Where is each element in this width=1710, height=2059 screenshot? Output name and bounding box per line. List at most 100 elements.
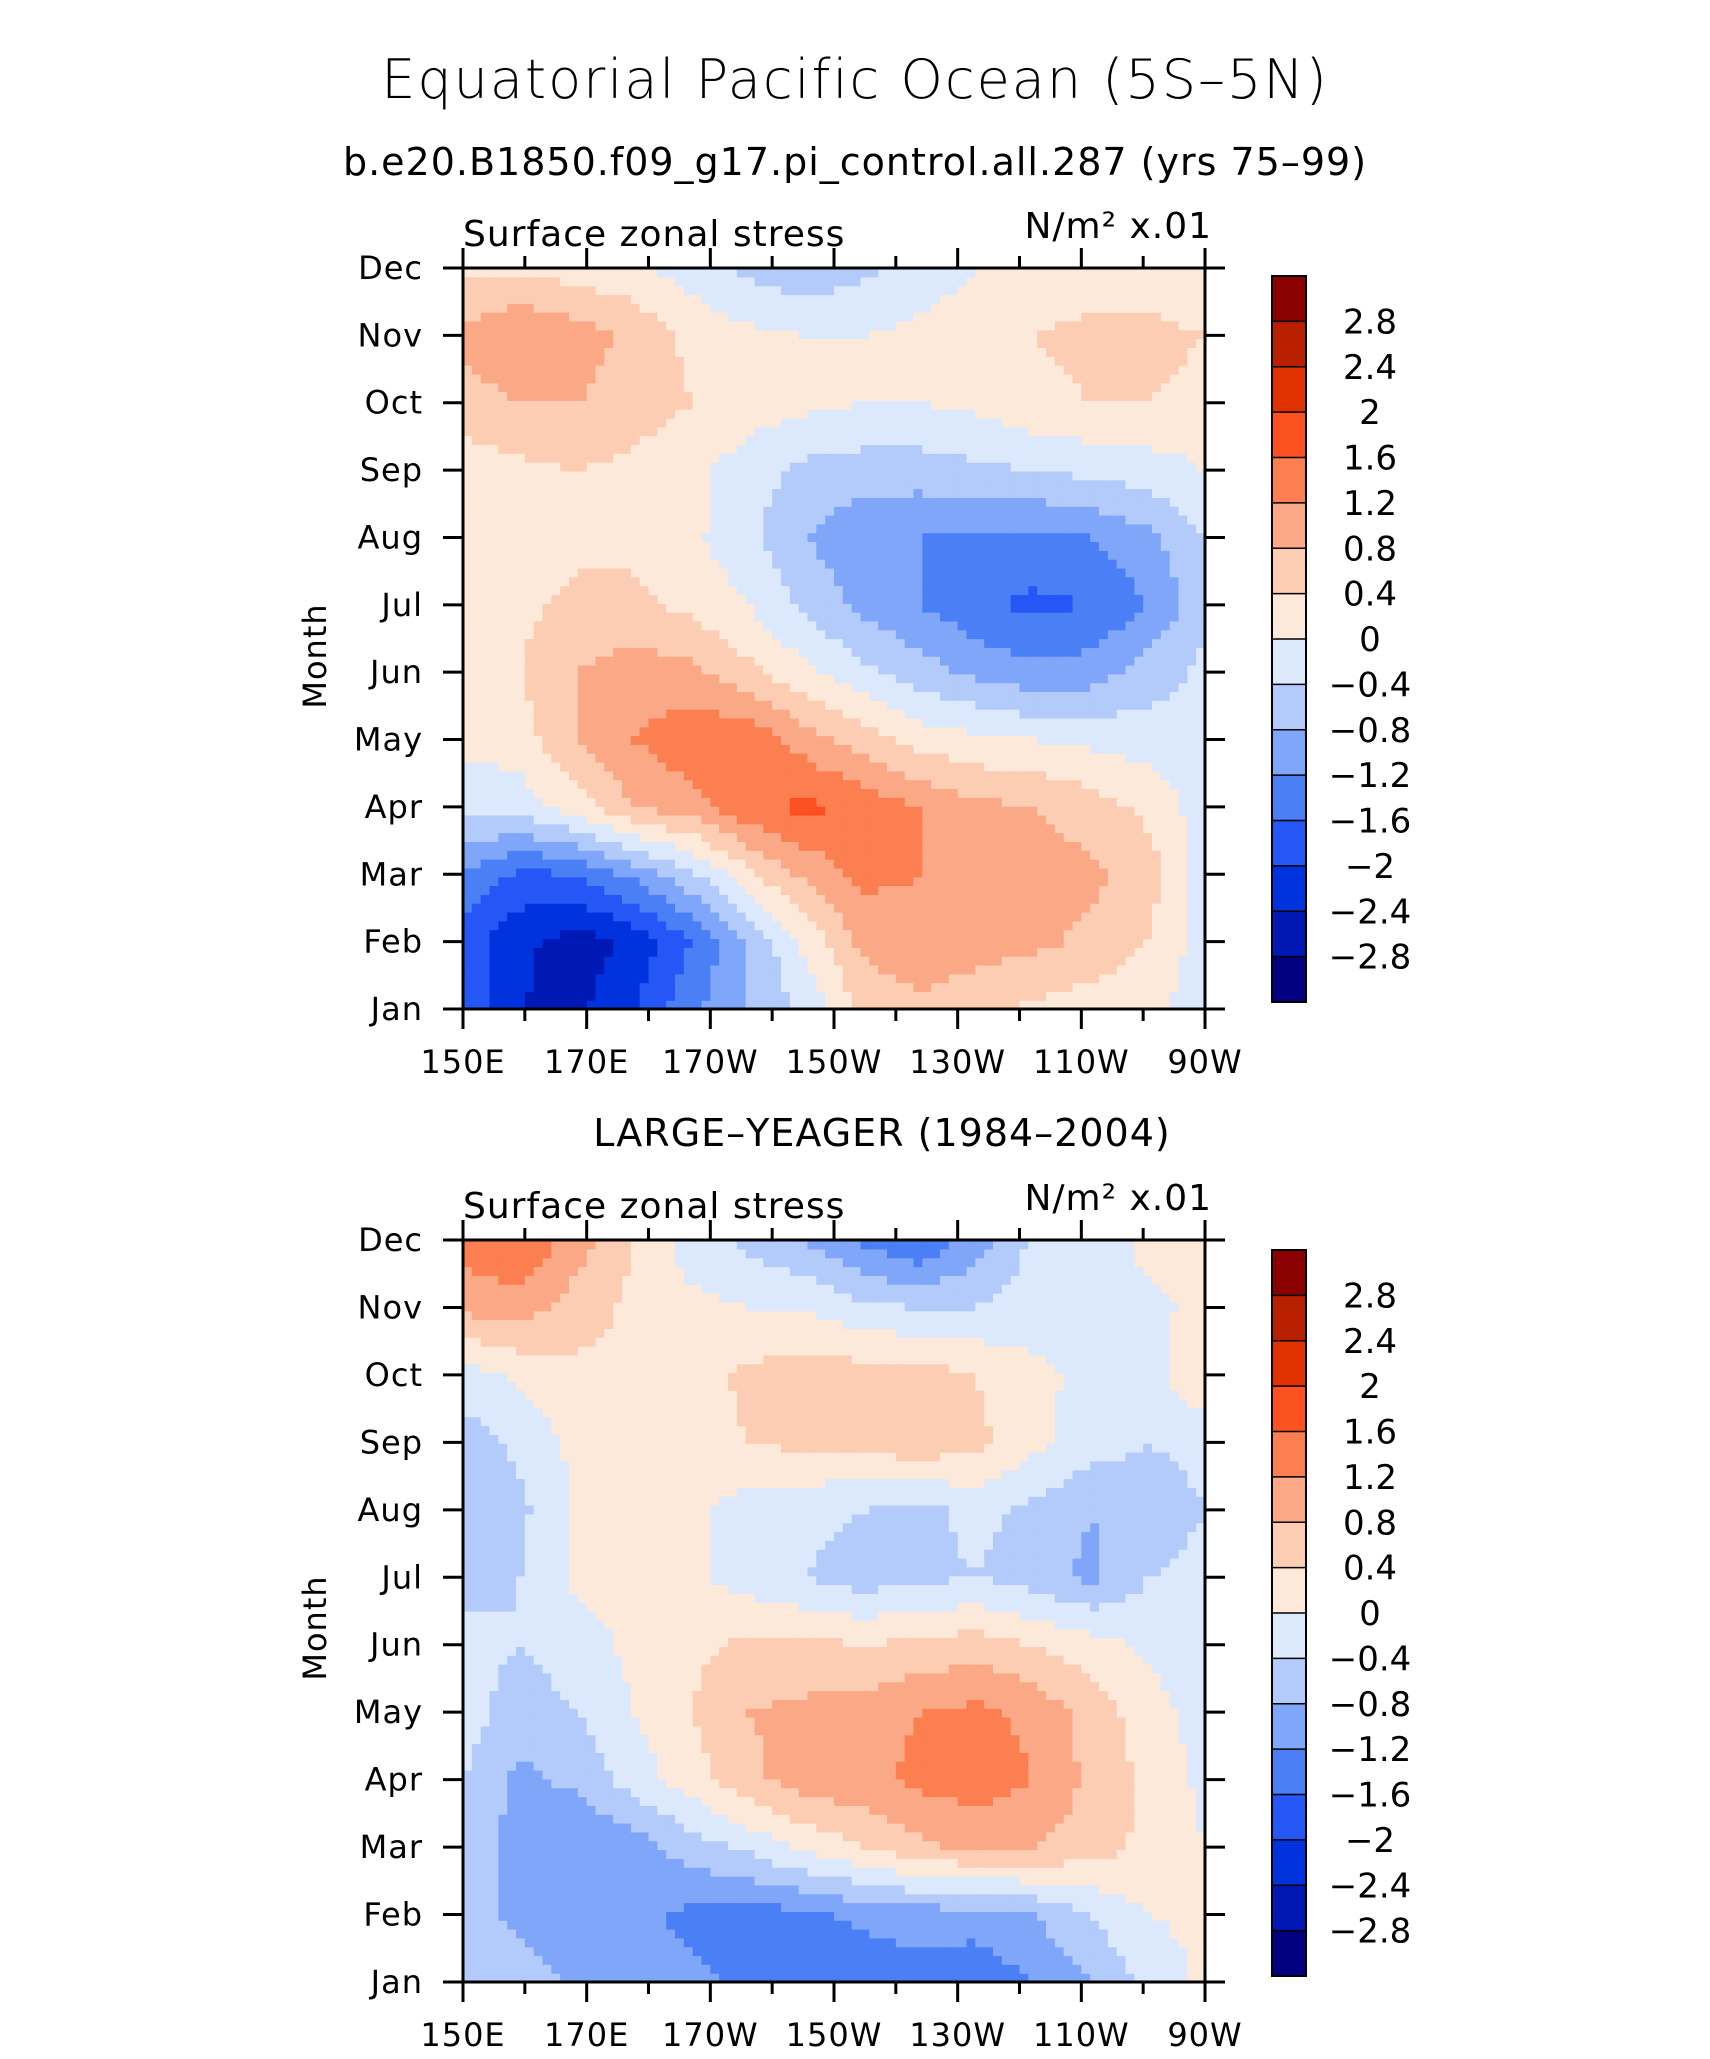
- heatmap-cell: [507, 920, 517, 931]
- heatmap-cell: [807, 594, 817, 604]
- heatmap-cell: [922, 753, 932, 763]
- heatmap-cell: [984, 903, 994, 913]
- heatmap-cell: [1178, 762, 1188, 772]
- heatmap-cell: [586, 770, 597, 781]
- heatmap-cell: [463, 814, 473, 825]
- heatmap-cell: [869, 947, 879, 957]
- heatmap-cell: [1019, 664, 1029, 675]
- heatmap-cell: [1001, 664, 1012, 675]
- heatmap-cell: [471, 664, 482, 675]
- heatmap-cell: [825, 929, 835, 940]
- heatmap-cell: [789, 947, 800, 957]
- heatmap-cell: [1037, 850, 1047, 860]
- heatmap-cell: [595, 576, 605, 587]
- heatmap-cell: [719, 647, 729, 657]
- heatmap-cell: [1134, 638, 1144, 648]
- heatmap-cell: [1028, 576, 1038, 587]
- heatmap-cell: [613, 762, 623, 772]
- heatmap-cell: [551, 770, 561, 781]
- heatmap-cell: [834, 541, 844, 551]
- heatmap-cell: [940, 523, 950, 534]
- heatmap-cell: [931, 867, 941, 878]
- heatmap-cell: [569, 682, 579, 693]
- heatmap-cell: [781, 673, 791, 684]
- heatmap-cell: [577, 867, 588, 878]
- heatmap-cell: [957, 709, 968, 719]
- heatmap-cell: [745, 779, 756, 790]
- heatmap-cell: [1152, 964, 1162, 975]
- heatmap-cell: [763, 532, 773, 543]
- heatmap-cell: [577, 515, 588, 525]
- heatmap-cell: [1178, 814, 1188, 825]
- heatmap-cell: [931, 735, 941, 745]
- heatmap-cell: [542, 523, 552, 534]
- heatmap-cell: [904, 894, 915, 904]
- heatmap-cell: [560, 982, 570, 992]
- heatmap-cell: [834, 885, 844, 895]
- heatmap-cell: [595, 929, 605, 940]
- heatmap-cell: [463, 735, 473, 745]
- heatmap-cell: [940, 594, 950, 604]
- heatmap-cell: [577, 664, 588, 675]
- heatmap-cell: [834, 806, 844, 816]
- heatmap-cell: [657, 964, 667, 975]
- heatmap-cell: [842, 929, 853, 940]
- heatmap-cell: [604, 497, 614, 507]
- heatmap-cell: [1160, 991, 1171, 1001]
- heatmap-cell: [683, 797, 694, 807]
- heatmap-cell: [569, 576, 579, 587]
- heatmap-cell: [984, 823, 994, 834]
- heatmap-cell: [1037, 832, 1047, 842]
- heatmap-cell: [1143, 541, 1153, 551]
- heatmap-cell: [895, 876, 906, 887]
- heatmap-cell: [683, 991, 694, 1001]
- heatmap-cell: [719, 488, 729, 498]
- heatmap-cell: [551, 629, 561, 640]
- heatmap-cell: [948, 753, 959, 763]
- heatmap-cell: [948, 859, 959, 869]
- heatmap-cell: [639, 638, 650, 648]
- heatmap-cell: [728, 832, 738, 842]
- heatmap-cell: [630, 982, 641, 992]
- heatmap-cell: [878, 585, 888, 595]
- heatmap-cell: [666, 929, 676, 940]
- heatmap-cell: [904, 673, 915, 684]
- heatmap-cell: [595, 717, 605, 728]
- heatmap-cell: [666, 603, 676, 613]
- heatmap-cell: [630, 770, 641, 781]
- heatmap-cell: [719, 638, 729, 648]
- heatmap-cell: [807, 682, 817, 693]
- heatmap-cell: [842, 850, 853, 860]
- heatmap-cell: [613, 841, 623, 851]
- heatmap-cell: [1090, 541, 1100, 551]
- heatmap-cell: [1081, 506, 1091, 516]
- heatmap-cell: [489, 691, 499, 701]
- heatmap-cell: [516, 700, 526, 710]
- heatmap-cell: [710, 523, 720, 534]
- heatmap-cell: [657, 762, 667, 772]
- heatmap-cell: [692, 770, 703, 781]
- heatmap-cell: [1072, 762, 1082, 772]
- heatmap-cell: [604, 991, 614, 1001]
- heatmap-cell: [754, 947, 764, 957]
- heatmap-cell: [1010, 664, 1021, 675]
- heatmap-cell: [763, 806, 773, 816]
- heatmap-cell: [922, 797, 932, 807]
- heatmap-cell: [1090, 576, 1100, 587]
- heatmap-cell: [542, 903, 552, 913]
- heatmap-cell: [1178, 726, 1188, 737]
- heatmap-cell: [1028, 938, 1038, 948]
- heatmap-cell: [807, 673, 817, 684]
- heatmap-cell: [1099, 770, 1109, 781]
- heatmap-cell: [630, 973, 641, 984]
- heatmap-cell: [878, 779, 888, 790]
- heatmap-cell: [895, 770, 906, 781]
- heatmap-cell: [569, 664, 579, 675]
- heatmap-cell: [1010, 550, 1021, 560]
- heatmap-cell: [736, 991, 747, 1001]
- heatmap-cell: [1178, 806, 1188, 816]
- heatmap-cell: [1037, 515, 1047, 525]
- heatmap-cell: [666, 832, 676, 842]
- heatmap-cell: [842, 797, 853, 807]
